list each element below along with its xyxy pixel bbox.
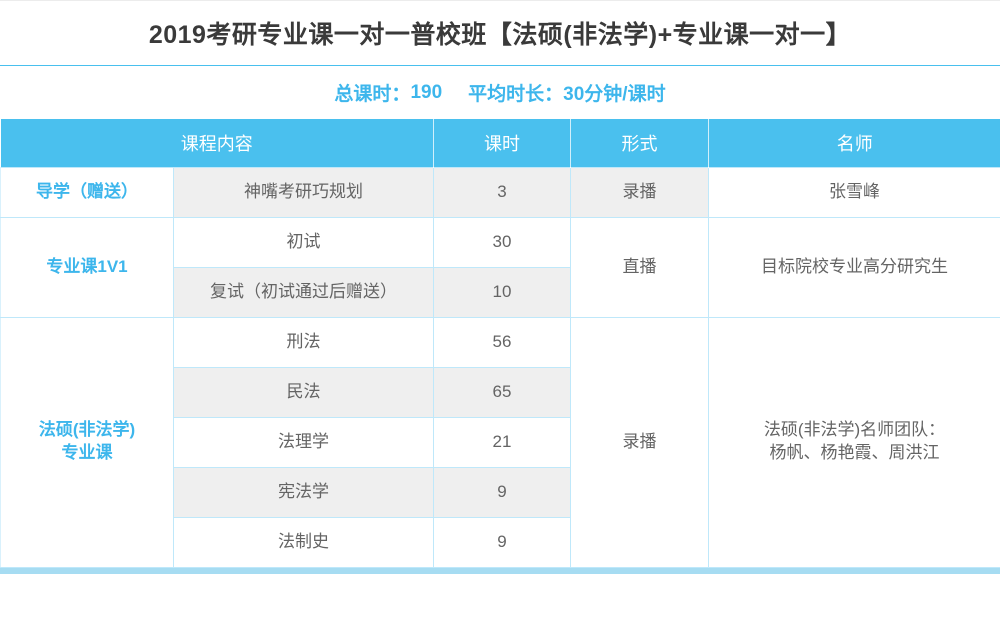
total-hours-label: 总课时： — [334, 84, 411, 105]
course-content-cell: 民法 — [173, 366, 434, 418]
format-cell: 录播 — [570, 316, 709, 568]
total-hours-value: 190 — [410, 81, 443, 103]
table-row: 专业课1V1 初试 30 直播 目标院校专业高分研究生 — [0, 216, 1000, 318]
avg-duration-label: 平均时长： — [468, 84, 564, 105]
table-row: 导学（赠送） 神嘴考研巧规划 3 录播 张雪峰 — [0, 166, 1000, 218]
hours-cell: 3 — [433, 166, 571, 218]
hours-cell: 56 — [433, 316, 571, 368]
teacher-cell: 法硕(非法学)名师团队： 杨帆、杨艳霞、周洪江 — [708, 316, 1000, 568]
hours-cell: 9 — [433, 466, 571, 518]
header-format: 形式 — [570, 119, 709, 167]
course-content-cell: 刑法 — [173, 316, 434, 368]
title-bar: 2019考研专业课一对一普校班【法硕(非法学)+专业课一对一】 — [0, 1, 1000, 66]
hours-cell: 10 — [433, 266, 571, 318]
page-title: 2019考研专业课一对一普校班【法硕(非法学)+专业课一对一】 — [148, 21, 852, 49]
group-cell-daoxue: 导学（赠送） — [0, 166, 174, 218]
course-content-cell: 法制史 — [173, 516, 434, 568]
header-teacher: 名师 — [708, 119, 1000, 167]
header-course-content: 课程内容 — [0, 119, 434, 167]
course-content-cell: 神嘴考研巧规划 — [173, 166, 434, 218]
group-cell-fashuo: 法硕(非法学) 专业课 — [0, 316, 174, 568]
teacher-cell: 张雪峰 — [708, 166, 1000, 218]
format-cell: 录播 — [570, 166, 709, 218]
table-row: 复试（初试通过后赠送） 10 — [1, 266, 1000, 318]
table-row: 法理学 21 — [1, 416, 1000, 468]
avg-duration-stat: 平均时长： 30分钟/课时 — [468, 79, 665, 106]
course-content-cell: 法理学 — [173, 416, 434, 468]
course-content-cell: 宪法学 — [173, 466, 434, 518]
avg-duration-value: 30分钟/课时 — [563, 84, 666, 105]
hours-cell: 30 — [433, 216, 571, 268]
hours-cell: 65 — [433, 366, 571, 418]
hours-cell: 21 — [433, 416, 571, 468]
course-content-cell: 初试 — [173, 216, 434, 268]
table-header-row: 课程内容 课时 形式 名师 — [0, 119, 1000, 167]
bottom-accent-bar — [0, 567, 1000, 574]
hours-cell: 9 — [433, 516, 571, 568]
total-hours-stat: 总课时： 190 — [334, 79, 442, 106]
course-table: 课程内容 课时 形式 名师 导学（赠送） 神嘴考研巧规划 3 录播 张雪峰 专业… — [0, 119, 1000, 568]
format-cell: 直播 — [570, 216, 709, 318]
teacher-cell: 目标院校专业高分研究生 — [708, 216, 1000, 318]
group-cell-zhuanyeke-1v1: 专业课1V1 — [0, 216, 174, 318]
table-row: 宪法学 9 — [1, 466, 1000, 518]
table-row: 法硕(非法学) 专业课 刑法 56 录播 法硕(非法学)名师团队： 杨帆、杨艳霞… — [0, 316, 1000, 568]
summary-bar: 总课时： 190 平均时长： 30分钟/课时 — [0, 66, 1000, 119]
table-row: 法制史 9 — [1, 516, 1000, 568]
header-hours: 课时 — [433, 119, 571, 167]
course-content-cell: 复试（初试通过后赠送） — [173, 266, 434, 318]
